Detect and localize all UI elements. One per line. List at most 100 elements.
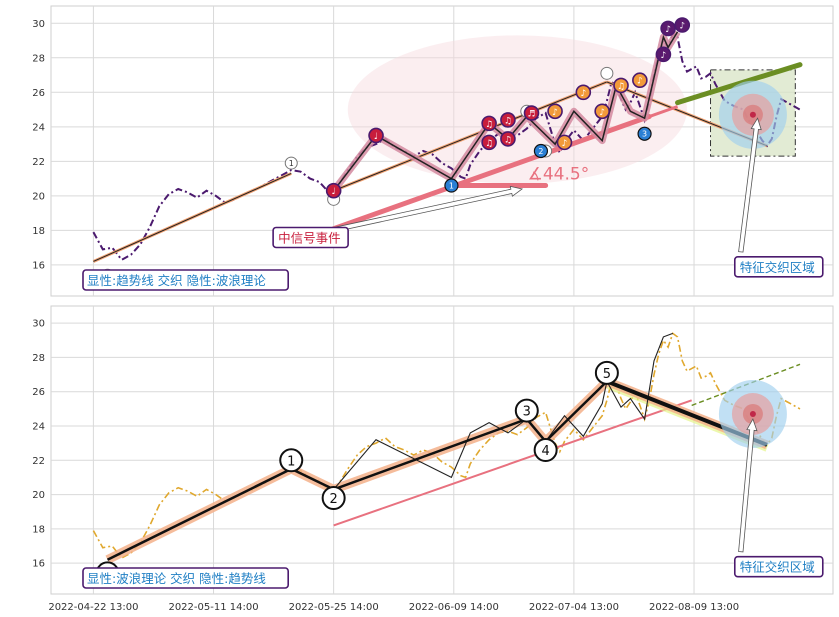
- annotation-arrow: [738, 418, 758, 553]
- future-trend-line: [675, 62, 803, 106]
- signal-marker: [575, 84, 592, 101]
- signal-marker: [500, 112, 516, 128]
- y-tick-label: 26: [32, 88, 45, 99]
- signal-marker: [655, 46, 672, 63]
- annotation-arrow: [738, 117, 762, 253]
- wave-point-marker: [594, 360, 619, 385]
- wave-point-label: 2: [538, 147, 543, 156]
- signal-marker-glyph: ♪: [599, 108, 605, 118]
- annotation-box: [733, 256, 824, 278]
- annotation-text: 特征交织区域: [740, 260, 815, 275]
- signal-marker: [481, 115, 497, 132]
- wave-path-line: [333, 31, 679, 192]
- wave-point-label: 1: [287, 454, 295, 469]
- signal-marker: [594, 103, 610, 120]
- signal-marker: [613, 77, 629, 94]
- signal-marker-glyph: ♪: [637, 77, 643, 87]
- signal-marker: [632, 72, 648, 89]
- signal-marker: [547, 103, 563, 120]
- angle-label: ∡44.5°: [528, 165, 590, 185]
- x-tick-label: 2022-07-04 13:00: [529, 602, 619, 613]
- y-tick-label: 28: [32, 53, 45, 64]
- signal-marker: [523, 105, 540, 121]
- wave-point-marker: [514, 398, 539, 423]
- wave-point-label: 4: [541, 444, 549, 459]
- annotation-text: 特征交织区域: [740, 560, 815, 575]
- y-tick-label: 30: [32, 19, 45, 30]
- wave-point-marker: [533, 438, 558, 462]
- wave-point-label: 3: [642, 130, 647, 139]
- caption-box: [82, 567, 289, 589]
- annotation-arrow: [320, 185, 524, 236]
- wave-point-label: 2: [330, 492, 338, 507]
- annotation-box: [272, 226, 349, 249]
- wave-main-line: [106, 380, 608, 561]
- annotation-text: 中信号事件: [278, 230, 341, 245]
- x-tick-label: 2022-05-25 14:00: [289, 602, 379, 613]
- signal-marker-glyph: ♪: [552, 108, 558, 118]
- wave-point-marker: [444, 178, 459, 193]
- wave-point-marker: [637, 126, 652, 141]
- signal-marker-glyph: ♪: [679, 21, 685, 31]
- y-tick-label: 22: [32, 456, 45, 467]
- plot-area: [50, 5, 834, 297]
- trend-line: [333, 81, 608, 192]
- y-tick-label: 18: [32, 226, 45, 237]
- caption-text: 显性:趋势线 交织 隐性:波浪理论: [87, 273, 266, 288]
- signal-marker-glyph: ♩: [374, 132, 378, 142]
- caption-box: [82, 269, 289, 291]
- y-tick-label: 18: [32, 524, 45, 535]
- signal-marker-glyph: ♪: [562, 139, 568, 149]
- y-tick-label: 16: [32, 260, 45, 271]
- y-tick-label: 30: [32, 319, 45, 330]
- wave-point-marker: [533, 143, 549, 159]
- signal-marker-glyph: ♬: [527, 110, 535, 120]
- y-tick-label: 16: [32, 559, 45, 570]
- signal-marker: [674, 17, 691, 33]
- signal-marker-glyph: ♩: [332, 187, 336, 197]
- signal-marker-glyph: ♫: [485, 139, 493, 149]
- signal-marker: [500, 131, 516, 147]
- focus-target-center: [749, 111, 756, 118]
- wave-point-label: 1: [449, 182, 454, 191]
- wave-point-marker: [279, 448, 304, 473]
- signal-marker: [481, 134, 497, 151]
- signal-marker-glyph: ♫: [617, 82, 625, 92]
- trend-line: [93, 172, 292, 262]
- top-chart-panel: 1618202224262830∡44.5°01♩♩♫♫♫♫♬♪♪♪♪♫♪♪♪♪…: [32, 5, 834, 297]
- y-tick-label: 22: [32, 157, 45, 168]
- annotation-box: [733, 555, 824, 578]
- pivot-marker: [600, 66, 614, 80]
- signal-marker: [556, 134, 573, 151]
- signal-marker: [368, 127, 384, 144]
- x-tick-label: 2022-06-09 14:00: [409, 602, 499, 613]
- signal-marker-glyph: ♪: [661, 51, 667, 61]
- y-tick-label: 28: [32, 353, 45, 364]
- signal-marker-glyph: ♫: [504, 135, 512, 145]
- pivot-marker-label: 1: [289, 159, 294, 168]
- bottom-chart-panel: 16182022242628300123452022-04-22 13:0020…: [32, 305, 834, 613]
- signal-marker: [660, 20, 676, 37]
- support-line: [333, 399, 693, 527]
- x-tick-label: 2022-05-11 14:00: [168, 602, 258, 613]
- wave-point-label: 3: [523, 405, 531, 420]
- y-tick-label: 26: [32, 387, 45, 398]
- y-tick-label: 20: [32, 191, 45, 202]
- signal-marker-glyph: ♪: [665, 25, 671, 35]
- channel-support-segment: [648, 105, 679, 118]
- signal-marker-glyph: ♫: [485, 120, 493, 130]
- wave-point-marker: [321, 486, 346, 510]
- wave-point-label: 5: [603, 367, 611, 382]
- signal-marker: [325, 182, 342, 199]
- pivot-marker: [284, 156, 298, 170]
- signal-marker-glyph: ♫: [504, 116, 512, 126]
- y-tick-label: 24: [32, 422, 45, 433]
- signal-marker-glyph: ♪: [580, 89, 586, 99]
- caption-text: 显性:波浪理论 交织 隐性:趋势线: [87, 571, 266, 586]
- x-tick-label: 2022-08-09 13:00: [649, 602, 739, 613]
- y-tick-label: 24: [32, 122, 45, 133]
- focus-target-center: [749, 411, 756, 417]
- x-tick-label: 2022-04-22 13:00: [48, 602, 138, 613]
- y-tick-label: 20: [32, 490, 45, 501]
